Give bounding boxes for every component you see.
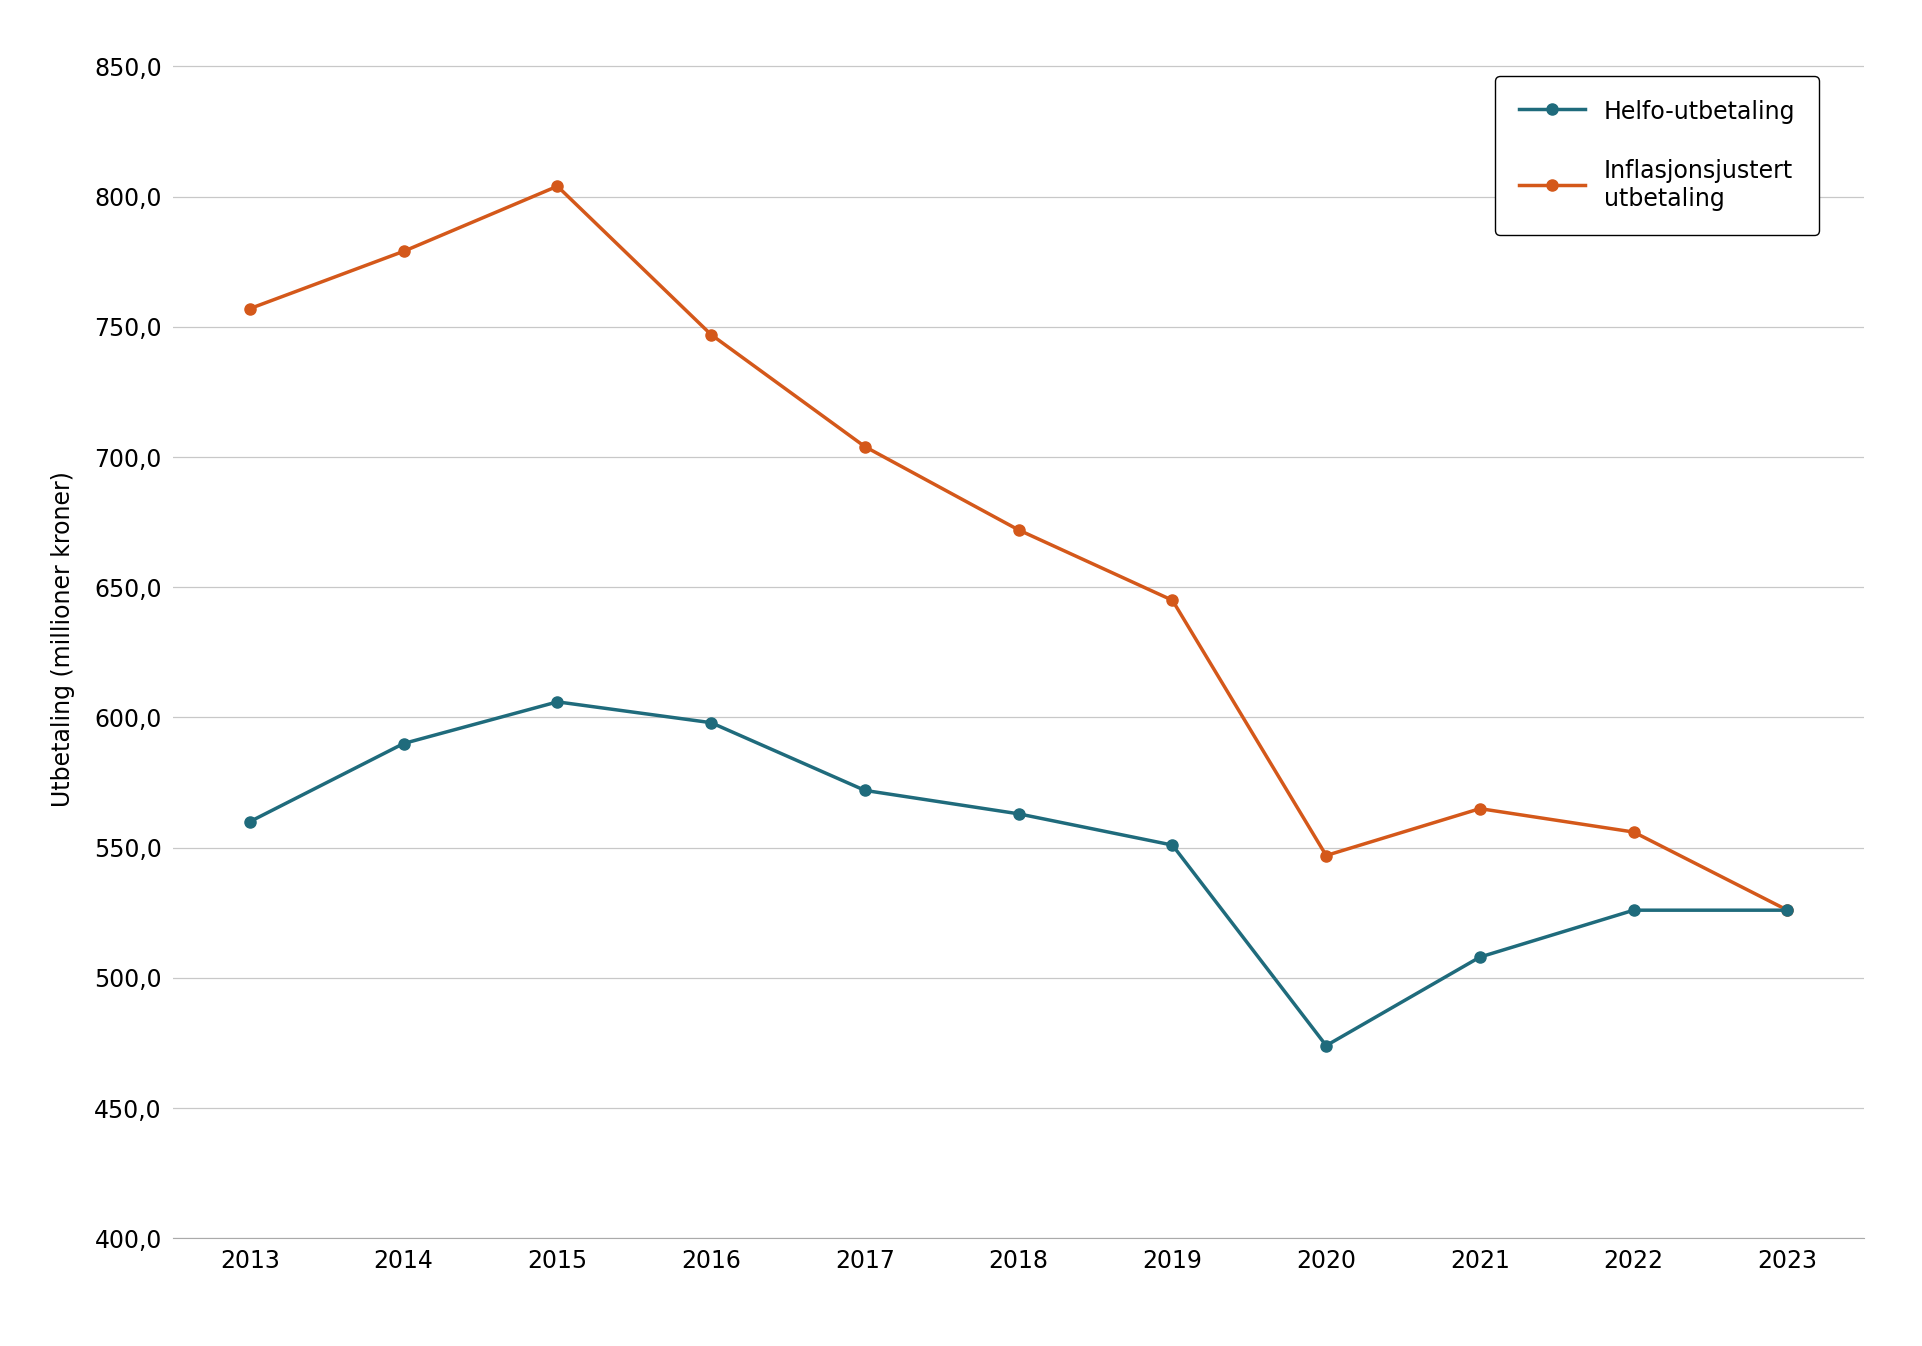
Helfo-utbetaling — [853, 782, 876, 798]
Line: Helfo-utbetaling: Helfo-utbetaling — [244, 696, 1793, 1051]
Inflasjonsjustert
utbetaling — [238, 300, 261, 316]
Helfo-utbetaling — [546, 693, 569, 709]
Inflasjonsjustert
utbetaling — [1007, 522, 1030, 538]
Inflasjonsjustert
utbetaling — [546, 178, 569, 194]
Y-axis label: Utbetaling (millioner kroner): Utbetaling (millioner kroner) — [50, 471, 75, 808]
Helfo-utbetaling — [1776, 902, 1799, 918]
Helfo-utbetaling — [1468, 949, 1491, 965]
Inflasjonsjustert
utbetaling — [1622, 824, 1645, 840]
Helfo-utbetaling — [392, 735, 415, 751]
Inflasjonsjustert
utbetaling — [1468, 801, 1491, 817]
Inflasjonsjustert
utbetaling — [392, 244, 415, 260]
Inflasjonsjustert
utbetaling — [853, 439, 876, 455]
Inflasjonsjustert
utbetaling — [1161, 592, 1184, 608]
Helfo-utbetaling — [700, 715, 723, 731]
Line: Inflasjonsjustert
utbetaling: Inflasjonsjustert utbetaling — [244, 180, 1793, 915]
Inflasjonsjustert
utbetaling — [1315, 848, 1338, 864]
Helfo-utbetaling — [238, 813, 261, 829]
Inflasjonsjustert
utbetaling — [1776, 902, 1799, 918]
Helfo-utbetaling — [1007, 806, 1030, 822]
Helfo-utbetaling — [1315, 1038, 1338, 1054]
Inflasjonsjustert
utbetaling — [700, 327, 723, 343]
Legend: Helfo-utbetaling, Inflasjonsjustert
utbetaling: Helfo-utbetaling, Inflasjonsjustert utbe… — [1495, 77, 1818, 234]
Helfo-utbetaling — [1161, 837, 1184, 853]
Helfo-utbetaling — [1622, 902, 1645, 918]
